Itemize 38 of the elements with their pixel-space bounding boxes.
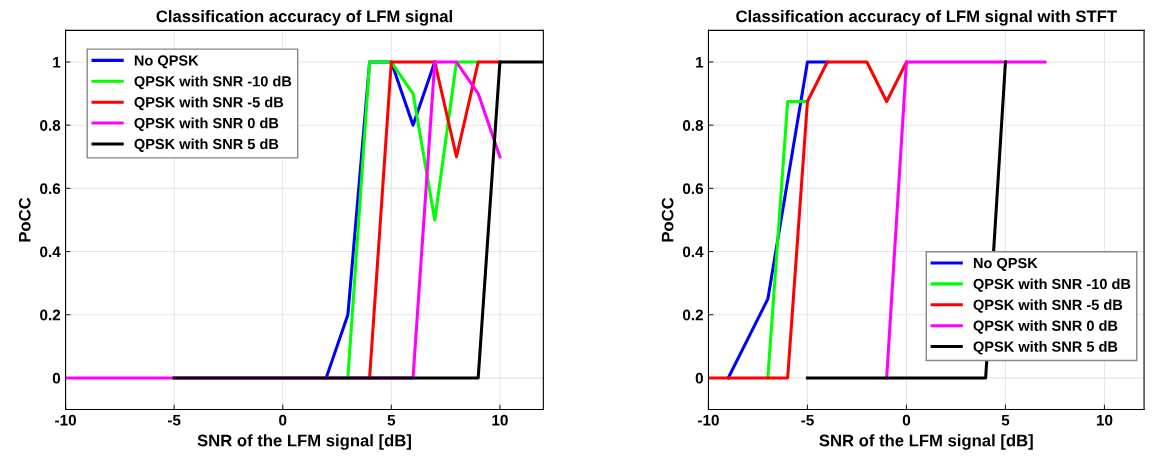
legend-label: QPSK with SNR -5 dB <box>973 299 1123 313</box>
x-tick-label: 5 <box>1001 414 1010 426</box>
x-tick-label: 0 <box>279 414 287 426</box>
x-tick-label: 5 <box>387 414 396 426</box>
x-tick-label: -5 <box>167 414 181 426</box>
x-tick-label: -10 <box>55 414 76 426</box>
legend-label: QPSK with SNR -10 dB <box>134 75 292 90</box>
x-tick-label: -10 <box>698 414 719 426</box>
y-tick-label: 0.6 <box>682 183 704 195</box>
y-tick-label: 0.2 <box>40 309 61 321</box>
legend-label: QPSK with SNR -10 dB <box>973 278 1131 292</box>
y-tick-label: 1 <box>696 57 704 68</box>
y-tick-label: 0.4 <box>682 246 704 258</box>
y-axis-title: PoCC <box>18 197 31 242</box>
y-tick-label: 0.8 <box>40 120 61 131</box>
legend-label: No QPSK <box>134 55 199 69</box>
y-tick-label: 0.4 <box>40 246 61 258</box>
x-axis-title: SNR of the LFM signal [dB] <box>819 434 1033 450</box>
x-tick-label: 0 <box>902 414 911 426</box>
y-tick-label: 0 <box>695 372 703 384</box>
legend-label: QPSK with SNR 5 dB <box>973 341 1118 355</box>
y-axis-title: PoCC <box>661 197 674 242</box>
x-axis-title: SNR of the LFM signal [dB] <box>197 434 411 450</box>
x-tick-label: 10 <box>1096 414 1113 426</box>
y-tick-label: 1 <box>53 57 61 68</box>
x-tick-label: 10 <box>492 414 508 426</box>
legend-label: No QPSK <box>973 257 1038 271</box>
chart-title: Classification accuracy of LFM signal <box>156 10 452 26</box>
x-tick-label: -5 <box>801 414 814 426</box>
legend-label: QPSK with SNR -5 dB <box>134 96 284 111</box>
legend-label: QPSK with SNR 5 dB <box>134 138 279 152</box>
y-tick-label: 0.2 <box>682 309 703 321</box>
chart-title: Classification accuracy of LFM signal with STFT <box>736 10 1117 26</box>
legend-label: QPSK with SNR 0 dB <box>973 320 1118 334</box>
y-tick-label: 0.6 <box>40 183 61 195</box>
y-tick-label: 0 <box>52 372 61 384</box>
legend-label: QPSK with SNR 0 dB <box>134 117 279 132</box>
y-tick-label: 0.8 <box>682 120 704 131</box>
